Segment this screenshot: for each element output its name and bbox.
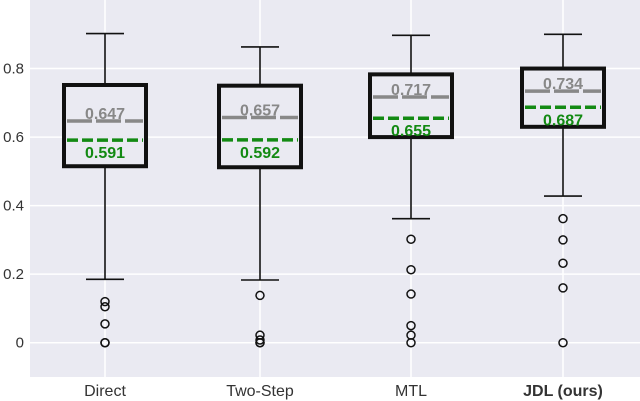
y-tick-label: 0.6	[3, 129, 24, 146]
y-tick-label: 0.8	[3, 61, 24, 78]
x-category-label: JDL (ours)	[523, 383, 603, 400]
x-category-label: Two-Step	[226, 383, 294, 400]
median-value-label: 0.734	[543, 76, 583, 93]
mean-value-label: 0.655	[391, 123, 431, 140]
outlier-point	[255, 290, 265, 301]
outlier-point	[100, 296, 110, 307]
iqr-box	[217, 83, 303, 170]
iqr-box	[520, 66, 606, 129]
y-tick-label: 0	[16, 335, 24, 352]
y-tick-label: 0.4	[3, 198, 24, 215]
outlier-point	[558, 258, 568, 268]
x-category-label: Direct	[84, 383, 126, 400]
outlier-point	[255, 337, 265, 348]
iqr-box	[62, 82, 148, 169]
outlier-point	[558, 337, 568, 348]
outlier-point	[406, 289, 416, 299]
y-tick-label: 0.2	[3, 266, 24, 283]
median-value-label: 0.657	[240, 103, 280, 120]
outlier-point	[100, 301, 110, 312]
outlier-point	[100, 337, 110, 348]
outlier-point	[558, 283, 568, 293]
median-value-label: 0.717	[391, 82, 431, 99]
outlier-point	[406, 264, 416, 275]
outlier-point	[255, 335, 265, 345]
plot-background	[30, 0, 640, 377]
outlier-point	[558, 213, 568, 224]
outlier-point	[558, 235, 568, 245]
median-value-label: 0.647	[85, 106, 125, 123]
outlier-point	[100, 319, 110, 329]
mean-value-label: 0.592	[240, 145, 280, 162]
outlier-point	[406, 320, 416, 331]
outlier-point	[406, 337, 416, 348]
outlier-point	[406, 234, 416, 244]
mean-value-label: 0.591	[85, 145, 125, 162]
iqr-box	[368, 72, 454, 140]
mean-value-label: 0.687	[543, 112, 583, 129]
x-category-label: MTL	[395, 383, 427, 400]
